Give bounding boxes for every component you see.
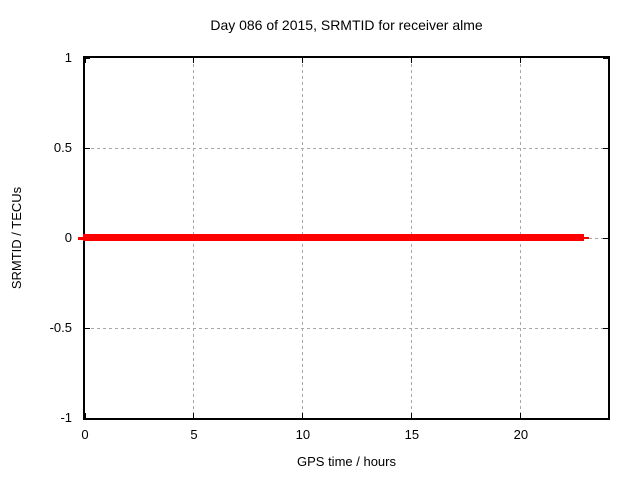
y-tick-label-1: 1	[64, 50, 72, 65]
x-tick-label-20: 20	[513, 427, 529, 442]
y-tick-left-0.5	[85, 147, 90, 149]
x-tick-bottom-0	[84, 413, 86, 418]
y-tick-left--1	[85, 417, 90, 419]
y-tick-label--0.5: -0.5	[49, 320, 72, 335]
y-tick-right-0.5	[603, 147, 608, 149]
y-tick-right-0	[603, 237, 608, 239]
x-tick-bottom-15	[411, 413, 413, 418]
x-tick-top-5	[193, 58, 195, 63]
y-tick-right--0.5	[603, 327, 608, 329]
gridline-y--0.5	[85, 327, 608, 329]
y-tick-left--0.5	[85, 327, 90, 329]
x-tick-bottom-10	[302, 413, 304, 418]
x-tick-top-20	[520, 58, 522, 63]
x-tick-bottom-5	[193, 413, 195, 418]
x-tick-label-15: 15	[404, 427, 420, 442]
x-tick-label-5: 5	[190, 427, 198, 442]
y-tick-label--1: -1	[60, 410, 72, 425]
x-tick-top-10	[302, 58, 304, 63]
x-tick-label-10: 10	[295, 427, 311, 442]
series-line-end-cap	[584, 237, 590, 239]
x-tick-top-0	[84, 58, 86, 63]
y-tick-left-1	[85, 57, 90, 59]
x-tick-bottom-20	[520, 413, 522, 418]
y-tick-right-1	[603, 57, 608, 59]
x-tick-label-0: 0	[81, 427, 89, 442]
chart-title: Day 086 of 2015, SRMTID for receiver alm…	[210, 17, 483, 33]
gridline-y-0.5	[85, 147, 608, 149]
plot-area	[78, 56, 610, 420]
series-line-start-cap	[78, 236, 84, 240]
y-tick-label-0.5: 0.5	[53, 140, 72, 155]
x-axis-label: GPS time / hours	[297, 454, 396, 469]
series-line-srmtid	[83, 234, 585, 241]
x-tick-top-15	[411, 58, 413, 63]
y-tick-right--1	[603, 417, 608, 419]
y-tick-label-0: 0	[64, 230, 72, 245]
